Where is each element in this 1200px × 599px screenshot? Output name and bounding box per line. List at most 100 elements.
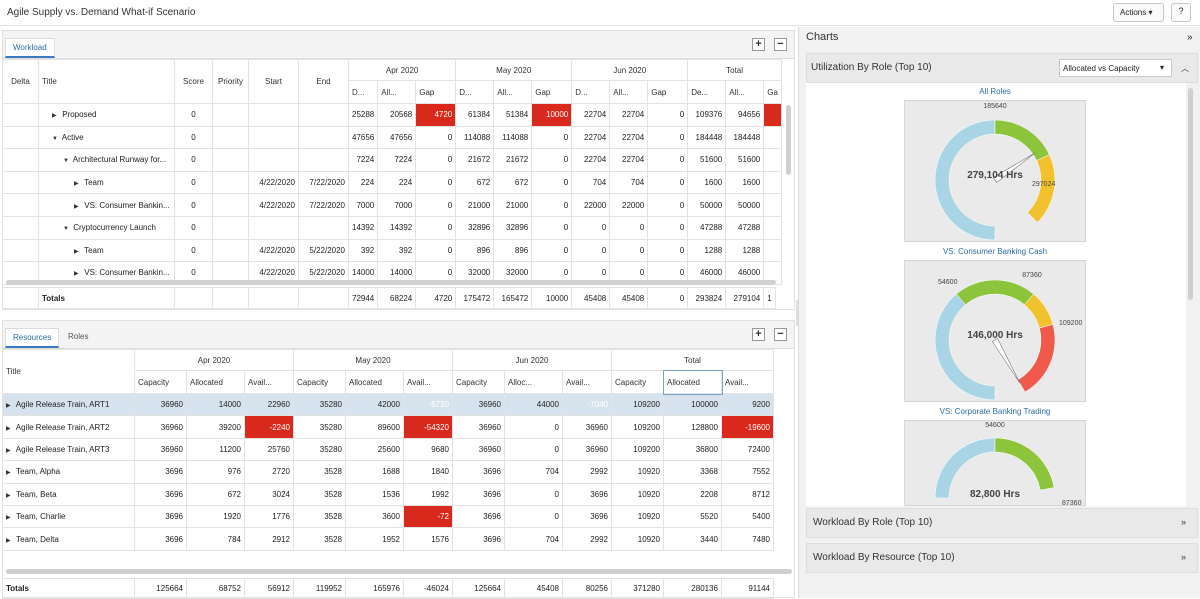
title-cell[interactable]: ▶ VS: Consumer Bankin... xyxy=(38,193,175,217)
column-header[interactable]: Gap xyxy=(415,80,457,104)
caret-right-icon[interactable]: ▶ xyxy=(74,203,79,210)
caret-down-icon[interactable]: ▼ xyxy=(63,226,69,233)
workload-by-role-section[interactable]: Workload By Role (Top 10) » xyxy=(806,508,1198,538)
title-cell[interactable]: ▶ Agile Release Train, ART2 xyxy=(2,415,135,439)
title-cell[interactable]: ▼ Architectural Runway for... xyxy=(38,148,175,172)
title-cell[interactable]: ▶ Team xyxy=(38,170,175,195)
table-row[interactable]: ▶ Team, Beta 3696 672 3024 3528 1536 1992 3696 0… xyxy=(2,482,774,506)
column-header[interactable]: Avail... xyxy=(721,370,774,394)
caret-right-icon[interactable]: ▶ xyxy=(6,447,11,454)
title-cell[interactable]: ▶ Agile Release Train, ART1 xyxy=(2,392,135,417)
caret-right-icon[interactable]: ▶ xyxy=(6,470,11,477)
column-header[interactable]: Capacity xyxy=(293,370,346,394)
value-cell: 0 xyxy=(571,238,611,263)
chart-mode-select[interactable]: Allocated vs Capacity ▾ xyxy=(1059,59,1172,77)
tab-resources[interactable]: Resources xyxy=(5,328,60,348)
column-header[interactable]: De... xyxy=(687,80,727,104)
column-header-end[interactable]: End xyxy=(298,59,349,104)
table-row[interactable]: ▶ Team 0 4/22/2020 5/22/2020 392 392 0 896 896 0 0… xyxy=(2,238,782,263)
table-row[interactable]: ▼ Cryptocurrency Launch 0 14392 14392 0 32896… xyxy=(2,215,782,240)
table-row[interactable]: ▼ Architectural Runway for... 0 7224 7224 0 2… xyxy=(2,148,782,172)
caret-down-icon[interactable]: ▼ xyxy=(63,158,69,165)
table-row[interactable]: ▶ Team, Alpha 3696 976 2720 3528 1688 1840 3696… xyxy=(2,460,774,484)
caret-right-icon[interactable]: ▶ xyxy=(6,492,11,499)
column-header[interactable]: Capacity xyxy=(452,370,505,394)
charts-vscrollbar[interactable] xyxy=(1188,88,1193,300)
tab-roles[interactable]: Roles xyxy=(68,332,89,341)
table-row[interactable]: ▶ Agile Release Train, ART2 36960 39200 -22… xyxy=(2,415,774,439)
collapse-charts-icon[interactable]: » xyxy=(1187,32,1193,43)
totals-label: Totals xyxy=(38,287,175,309)
caret-down-icon[interactable]: ▼ xyxy=(52,135,58,142)
title-cell[interactable]: ▶ Team, Charlie xyxy=(2,504,135,529)
table-row[interactable]: ▶ Team, Delta 3696 784 2912 3528 1952 1576 3696… xyxy=(2,527,774,551)
caret-right-icon[interactable]: ▶ xyxy=(74,181,79,188)
workload-by-resource-section[interactable]: Workload By Resource (Top 10) » xyxy=(806,543,1198,573)
table-row[interactable]: ▶ Agile Release Train, ART3 36960 11200 257… xyxy=(2,437,774,462)
title-cell[interactable]: ▼ Active xyxy=(38,125,175,150)
column-header-start[interactable]: Start xyxy=(248,59,299,104)
column-header[interactable]: Allocated xyxy=(662,369,723,395)
column-header[interactable]: Alloc... xyxy=(504,370,563,394)
title-cell[interactable]: ▶ Proposed xyxy=(38,103,175,127)
chevron-up-icon[interactable]: ︿ xyxy=(1181,64,1189,73)
resources-hscrollbar[interactable] xyxy=(6,569,792,574)
table-row[interactable]: ▼ Active 0 47656 47656 0 114088 114088 0 22704 22… xyxy=(2,125,782,150)
table-row[interactable]: ▶ VS: Consumer Bankin... 0 4/22/2020 7/22/2… xyxy=(2,193,782,217)
column-header[interactable]: Allocated xyxy=(186,370,245,394)
workload-hscrollbar[interactable] xyxy=(6,280,776,285)
column-header[interactable]: Gap xyxy=(531,80,573,104)
column-header[interactable]: All... xyxy=(377,80,417,104)
column-header[interactable]: All... xyxy=(493,80,533,104)
table-row[interactable]: ▶ Team 0 4/22/2020 7/22/2020 224 224 0 672 672 0 7… xyxy=(2,170,782,195)
workload-vscrollbar[interactable] xyxy=(786,105,791,175)
column-header[interactable]: D... xyxy=(347,80,379,104)
column-header[interactable]: Avail... xyxy=(562,370,612,394)
title-cell[interactable]: ▶ Team, Beta xyxy=(2,482,135,506)
column-header-title[interactable]: Title xyxy=(38,59,175,104)
total-cell: 45408 xyxy=(504,578,563,599)
collapse-all-button[interactable]: − xyxy=(774,38,787,51)
table-row[interactable]: ▶ VS: Consumer Bankin... 0 4/22/2020 5/22/2… xyxy=(2,261,782,285)
caret-right-icon[interactable]: ▶ xyxy=(6,403,11,410)
column-header[interactable]: Avail... xyxy=(403,370,453,394)
caret-right-icon[interactable]: ▶ xyxy=(74,248,79,255)
column-header[interactable]: All... xyxy=(609,80,649,104)
table-row[interactable]: ▶ Team, Charlie 3696 1920 1776 3528 3600 -72 36… xyxy=(2,504,774,529)
column-header[interactable]: Avail... xyxy=(244,370,294,394)
column-header[interactable]: Ga xyxy=(763,80,782,104)
title-cell[interactable]: ▶ Agile Release Train, ART3 xyxy=(2,437,135,462)
table-row[interactable]: ▶ Agile Release Train, ART1 36960 14000 229… xyxy=(2,392,774,417)
caret-right-icon[interactable]: ▶ xyxy=(6,537,11,544)
actions-button[interactable]: Actions ▾ xyxy=(1113,3,1164,22)
column-header-delta[interactable]: Delta xyxy=(2,59,39,104)
caret-right-icon[interactable]: ▶ xyxy=(74,271,79,278)
caret-right-icon[interactable]: ▶ xyxy=(6,425,11,432)
column-header[interactable]: Gap xyxy=(647,80,689,104)
column-header[interactable]: All... xyxy=(725,80,765,104)
value-cell: 36960 xyxy=(562,437,612,462)
value-cell: 1688 xyxy=(345,460,404,484)
title-cell[interactable]: ▶ Team, Delta xyxy=(2,527,135,551)
value-cell: 36960 xyxy=(134,437,187,462)
column-header[interactable]: D... xyxy=(571,80,611,104)
column-header[interactable]: Capacity xyxy=(611,370,664,394)
column-header[interactable]: D... xyxy=(455,80,495,104)
column-header-title[interactable]: Title xyxy=(2,349,135,394)
table-row[interactable]: ▶ Proposed 0 25288 20568 4720 61384 51384 10000… xyxy=(2,103,782,127)
title-cell[interactable]: ▶ Team xyxy=(38,238,175,263)
column-header-priority[interactable]: Priority xyxy=(212,59,249,104)
caret-right-icon[interactable]: ▶ xyxy=(6,515,11,522)
tab-workload[interactable]: Workload xyxy=(5,38,55,58)
caret-right-icon[interactable]: ▶ xyxy=(52,113,57,120)
title-cell[interactable]: ▼ Cryptocurrency Launch xyxy=(38,215,175,240)
column-header[interactable]: Allocated xyxy=(345,370,404,394)
resources-expand-button[interactable]: + xyxy=(752,328,765,341)
resources-collapse-button[interactable]: − xyxy=(774,328,787,341)
column-header-score[interactable]: Score xyxy=(174,59,213,104)
help-button[interactable]: ? xyxy=(1171,3,1191,22)
expand-all-button[interactable]: + xyxy=(752,38,765,51)
title-cell[interactable]: ▶ Team, Alpha xyxy=(2,460,135,484)
column-header[interactable]: Capacity xyxy=(134,370,187,394)
value-cell: 3600 xyxy=(345,504,404,529)
